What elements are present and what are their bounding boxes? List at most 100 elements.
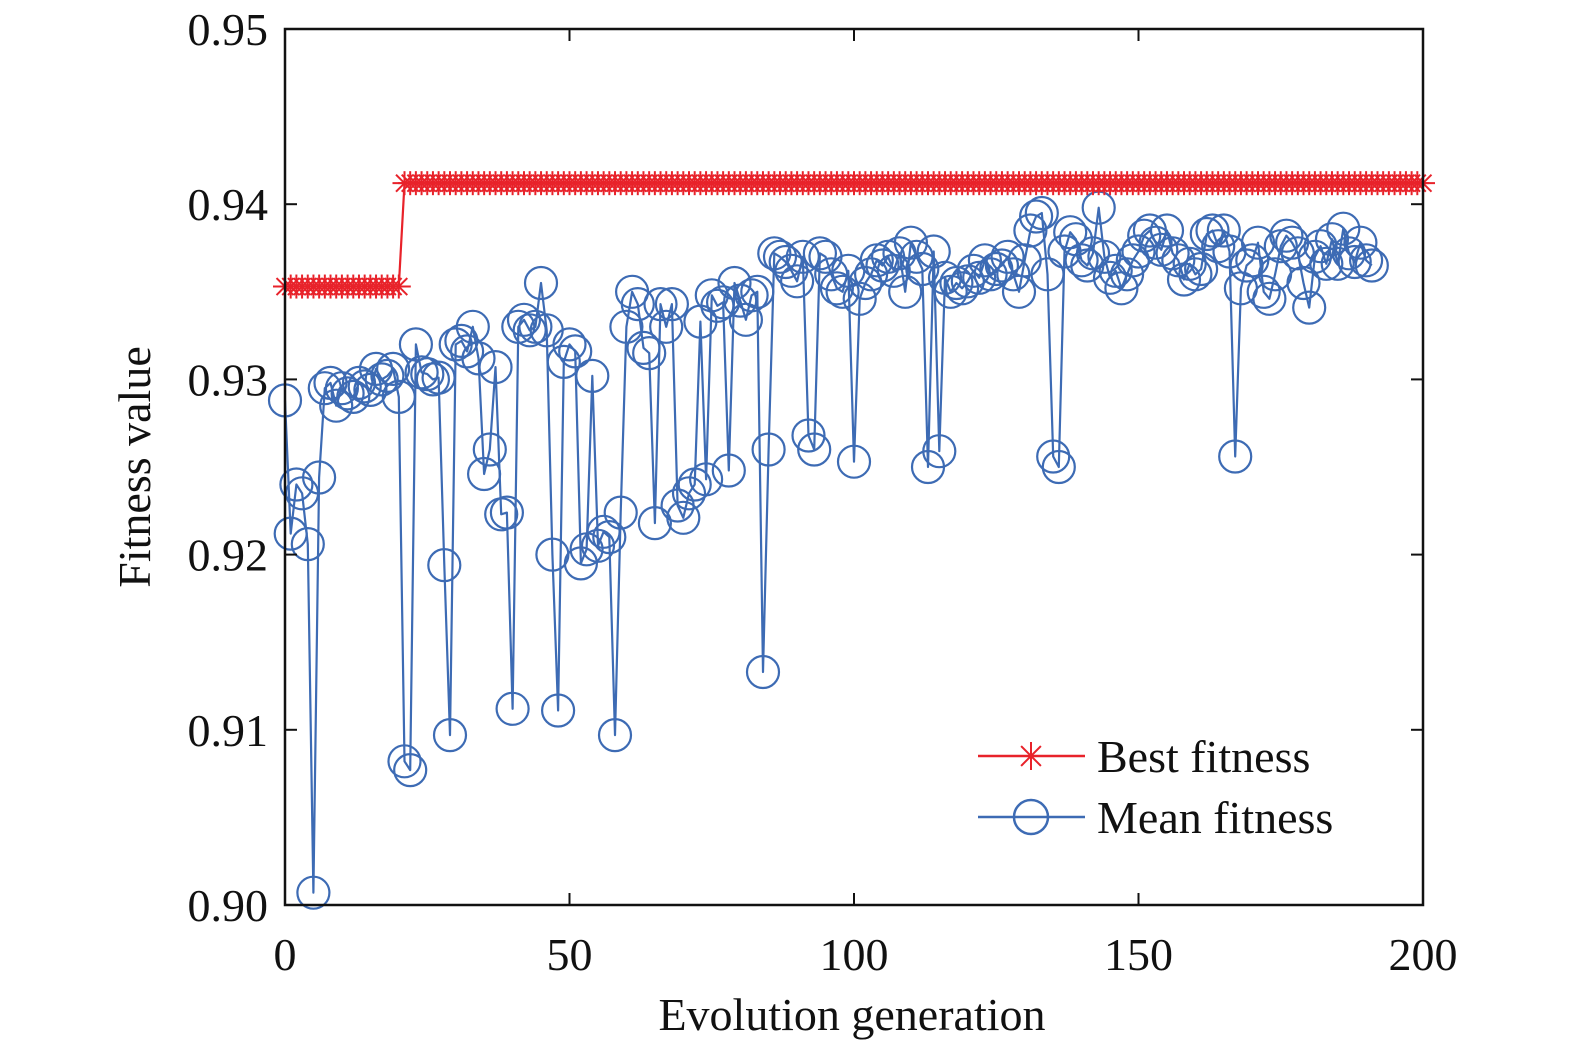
mean-fitness-point-76 <box>700 288 735 323</box>
mean-fitness-point-112 <box>905 251 940 287</box>
mean-fitness-point-78 <box>711 453 746 488</box>
mean-fitness-point-182 <box>1303 229 1338 264</box>
mean-fitness-point-108 <box>882 236 917 271</box>
mean-fitness-point-119 <box>944 271 980 306</box>
mean-fitness-point-165 <box>1206 213 1241 248</box>
mean-fitness-point-96 <box>814 257 849 292</box>
mean-fitness-point-148 <box>1109 257 1145 292</box>
mean-fitness-point-127 <box>990 239 1025 274</box>
y-tick-label-4: 0.94 <box>188 179 269 230</box>
mean-fitness-point-77 <box>705 285 741 320</box>
y-tick-label-5: 0.95 <box>188 4 269 55</box>
mean-fitness-point-160 <box>1178 257 1213 292</box>
mean-fitness-point-183 <box>1309 246 1344 281</box>
mean-fitness-point-89 <box>774 253 809 288</box>
mean-fitness-point-23 <box>398 327 433 362</box>
best-fitness-point-20 <box>386 274 411 299</box>
mean-fitness-point-84 <box>745 654 781 690</box>
legend-mean-fitness-label: Mean fitness <box>1097 792 1333 843</box>
mean-fitness-point-55 <box>580 528 616 563</box>
mean-fitness-point-83 <box>740 274 775 309</box>
mean-fitness-point-28 <box>427 547 462 583</box>
mean-fitness-point-172 <box>1246 274 1281 309</box>
mean-fitness-point-75 <box>694 278 729 313</box>
mean-fitness-point-176 <box>1269 218 1304 253</box>
mean-fitness-point-16 <box>358 351 394 386</box>
mean-fitness-point-145 <box>1092 260 1128 295</box>
mean-fitness-point-189 <box>1343 225 1378 260</box>
mean-fitness-point-144 <box>1087 239 1122 274</box>
mean-fitness-point-185 <box>1320 246 1355 281</box>
mean-fitness-point-187 <box>1331 236 1367 271</box>
mean-fitness-point-100 <box>836 444 872 479</box>
y-tick-label-1: 0.91 <box>188 705 269 756</box>
mean-fitness-point-91 <box>785 239 820 274</box>
mean-fitness-point-155 <box>1149 213 1185 248</box>
mean-fitness-point-19 <box>376 351 411 386</box>
mean-fitness-point-12 <box>336 379 371 414</box>
mean-fitness-point-123 <box>967 243 1003 278</box>
mean-fitness-point-57 <box>592 519 627 555</box>
mean-fitness-point-128 <box>996 257 1031 292</box>
mean-fitness-point-18 <box>370 358 405 393</box>
mean-fitness-point-15 <box>353 372 388 407</box>
mean-fitness-point-43 <box>512 313 547 348</box>
legend-best-fitness-asterisk <box>1017 742 1045 770</box>
mean-fitness-point-97 <box>819 271 855 306</box>
mean-fitness-point-134 <box>1030 257 1065 292</box>
mean-fitness-point-32 <box>450 334 485 369</box>
mean-fitness-point-109 <box>888 274 923 309</box>
mean-fitness-point-70 <box>666 500 701 535</box>
x-tick-label-1: 50 <box>547 929 593 980</box>
mean-fitness-point-42 <box>506 302 542 337</box>
y-tick-label-3: 0.93 <box>188 354 269 405</box>
legend-best-fitness-marker <box>1017 742 1045 770</box>
mean-fitness-point-49 <box>546 344 581 379</box>
mean-fitness-point-173 <box>1252 281 1287 316</box>
mean-fitness-point-62 <box>620 287 655 322</box>
mean-fitness-point-34 <box>461 341 496 376</box>
mean-fitness-point-52 <box>563 546 599 581</box>
mean-fitness-point-85 <box>751 432 786 467</box>
mean-fitness-point-11 <box>330 376 365 411</box>
mean-fitness-point-63 <box>626 330 661 365</box>
mean-fitness-point-115 <box>922 434 957 469</box>
mean-fitness-point-94 <box>802 236 838 271</box>
mean-fitness-point-2 <box>279 467 314 502</box>
mean-fitness-point-140 <box>1064 243 1099 278</box>
mean-fitness-point-98 <box>825 274 860 309</box>
mean-fitness-point-93 <box>797 432 832 467</box>
mean-fitness-point-188 <box>1337 244 1372 280</box>
mean-fitness-point-5 <box>296 875 331 910</box>
mean-fitness-point-17 <box>364 362 399 397</box>
mean-fitness-point-13 <box>341 365 377 400</box>
mean-fitness-point-181 <box>1297 239 1333 274</box>
mean-fitness-point-88 <box>768 244 803 280</box>
y-tick-label-2: 0.92 <box>188 530 269 581</box>
mean-fitness-point-101 <box>842 281 877 316</box>
mean-fitness-point-14 <box>347 369 382 404</box>
mean-fitness-point-40 <box>495 691 530 726</box>
mean-fitness-point-180 <box>1292 290 1327 325</box>
mean-fitness-point-133 <box>1024 195 1059 231</box>
mean-fitness-point-102 <box>848 265 883 301</box>
x-axis-label: Evolution generation <box>658 989 1045 1040</box>
mean-fitness-point-21 <box>387 744 422 779</box>
mean-fitness-point-68 <box>654 287 690 322</box>
mean-fitness-point-126 <box>984 248 1020 283</box>
mean-fitness-point-74 <box>688 462 724 497</box>
mean-fitness-point-171 <box>1240 225 1276 260</box>
series-layer <box>267 171 1435 910</box>
mean-fitness-point-65 <box>637 505 673 541</box>
mean-fitness-point-54 <box>575 358 610 393</box>
x-tick-label-2: 100 <box>820 929 889 980</box>
mean-fitness-point-163 <box>1195 213 1230 248</box>
mean-fitness-point-48 <box>540 693 576 728</box>
mean-fitness-point-186 <box>1326 211 1361 246</box>
mean-fitness-point-20 <box>381 379 416 414</box>
x-tick-label-3: 150 <box>1104 929 1173 980</box>
mean-fitness-point-90 <box>779 264 815 299</box>
mean-fitness-point-58 <box>597 717 633 753</box>
mean-fitness-point-10 <box>324 371 359 406</box>
